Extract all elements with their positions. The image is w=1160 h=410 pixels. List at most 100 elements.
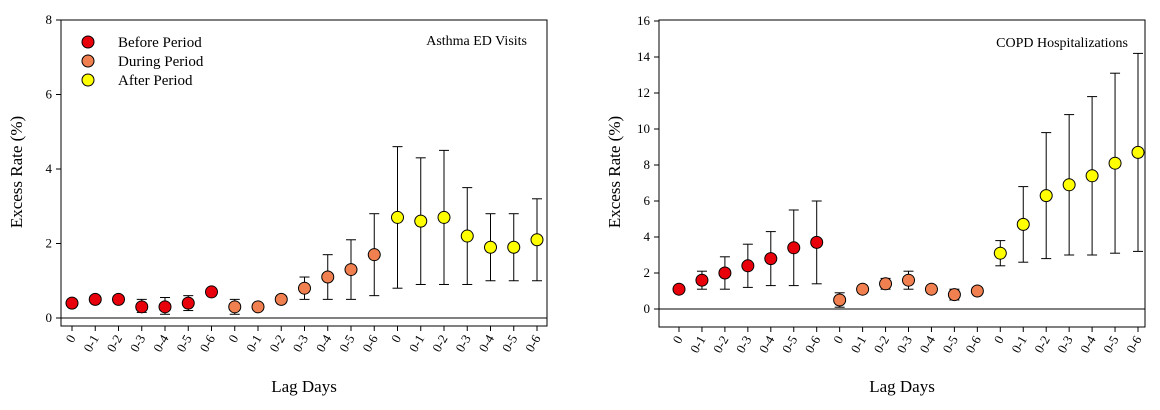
copd-marker: [1016, 217, 1030, 231]
asthma-data-point-3-7: [530, 198, 544, 282]
copd-y-ticks: 0 2 4 6 8 10 12 14 16: [637, 13, 659, 316]
copd-marker: [718, 266, 732, 280]
copd-marker: [672, 282, 686, 296]
asthma-x-tick-label: 0-2: [266, 332, 288, 355]
copd-marker: [924, 282, 938, 296]
copd-x-tick-label: 0-2: [1031, 333, 1053, 356]
copd-x-tick-label: 0-5: [939, 333, 961, 356]
copd-marker: [993, 246, 1007, 260]
copd-data-point-3-4: [1062, 114, 1076, 256]
copd-y-tick-label: 6: [644, 193, 651, 208]
asthma-marker: [530, 233, 544, 247]
asthma-data-point-1-6: [181, 295, 195, 312]
copd-data-point-2-5: [924, 282, 938, 296]
asthma-data-marks: [61, 146, 547, 319]
asthma-marker: [367, 248, 381, 262]
copd-y-tick-label: 8: [644, 157, 651, 172]
asthma-data-point-1-3: [112, 292, 125, 306]
copd-marker: [764, 252, 778, 266]
legend-marker-after: [81, 73, 95, 87]
asthma-marker: [414, 214, 428, 228]
asthma-data-point-2-4: [298, 276, 311, 300]
asthma-y-tick-label: 0: [46, 310, 53, 325]
copd-chart-title: COPD Hospitalizations: [996, 36, 1128, 51]
asthma-marker: [135, 300, 149, 314]
asthma-x-tick-label: 0: [62, 332, 78, 345]
copd-marker: [833, 293, 847, 307]
copd-x-tick-label: 0-4: [756, 333, 778, 356]
asthma-x-tick-label: 0-5: [499, 332, 521, 355]
copd-marker: [902, 273, 915, 287]
copd-x-ticks: 0 0-1 0-2 0-3 0-4 0-5 0-6 0 0-1 0-2 0-3 0-4 0-5 0-6 0 0…: [669, 327, 1145, 356]
asthma-x-tick-label: 0-1: [243, 332, 265, 355]
copd-marker: [741, 259, 755, 273]
asthma-data-point-3-6: [507, 213, 521, 282]
asthma-data-point-1-4: [135, 298, 149, 314]
copd-data-point-1-3: [718, 256, 732, 290]
asthma-x-tick-label: 0-6: [522, 332, 544, 355]
asthma-data-point-3-2: [414, 157, 428, 285]
asthma-chart-panel: Asthma ED Visits Lag Days Excess Rate (%…: [7, 12, 548, 396]
copd-y-tick-label: 2: [644, 265, 651, 280]
asthma-y-tick-label: 6: [46, 87, 53, 102]
asthma-x-tick-label: 0: [225, 332, 241, 345]
asthma-y-tick-label: 8: [46, 12, 53, 27]
copd-data-point-1-1: [672, 282, 686, 296]
copd-x-tick-label: 0-3: [893, 333, 915, 356]
copd-x-tick-label: 0-3: [733, 333, 755, 356]
legend-label-before: Before Period: [118, 35, 202, 51]
copd-data-point-3-7: [1131, 52, 1145, 252]
asthma-x-tick-label: 0-4: [475, 332, 497, 355]
asthma-x-tick-label: 0-1: [80, 332, 102, 355]
copd-data-point-1-7: [810, 200, 824, 285]
asthma-x-tick-label: 0-2: [429, 332, 451, 355]
asthma-x-axis-title: Lag Days: [271, 377, 337, 396]
asthma-x-tick-label: 0-4: [313, 332, 335, 355]
copd-x-tick-label: 0-6: [802, 333, 824, 356]
asthma-marker: [158, 300, 172, 314]
asthma-x-tick-label: 0-6: [359, 332, 381, 355]
copd-data-point-3-1: [993, 240, 1007, 267]
asthma-x-tick-label: 0-3: [452, 332, 474, 355]
copd-x-tick-label: 0-2: [710, 333, 732, 356]
legend-item-after: After Period: [81, 73, 193, 89]
asthma-marker: [65, 296, 79, 310]
copd-data-point-3-6: [1108, 72, 1122, 254]
asthma-data-point-3-1: [391, 146, 404, 289]
asthma-y-tick-label: 2: [46, 236, 53, 251]
asthma-data-point-2-2: [251, 300, 265, 314]
asthma-data-point-1-7: [205, 285, 218, 299]
copd-marker: [970, 284, 984, 298]
copd-y-tick-label: 12: [637, 85, 650, 100]
copd-x-tick-label: 0-5: [1100, 333, 1122, 356]
copd-data-point-1-4: [741, 243, 755, 288]
copd-marker: [695, 273, 709, 287]
copd-x-tick-label: 0: [991, 333, 1007, 346]
asthma-data-point-3-3: [437, 149, 451, 285]
asthma-data-point-2-3: [274, 292, 288, 306]
asthma-data-point-1-1: [65, 296, 79, 310]
asthma-x-tick-label: 0-3: [289, 332, 311, 355]
copd-x-tick-label: 0-6: [962, 333, 984, 356]
copd-marker: [1085, 169, 1099, 183]
asthma-x-tick-label: 0-5: [173, 332, 195, 355]
asthma-marker: [484, 240, 497, 254]
copd-y-tick-label: 0: [644, 301, 651, 316]
copd-x-tick-label: 0-2: [870, 333, 892, 356]
copd-x-tick-label: 0-1: [1008, 333, 1030, 356]
legend-label-during: During Period: [118, 54, 204, 70]
copd-x-tick-label: 0-1: [848, 333, 870, 356]
copd-y-tick-label: 10: [637, 121, 650, 136]
copd-marker: [947, 288, 961, 302]
copd-marker: [810, 235, 824, 249]
copd-y-tick-label: 14: [637, 49, 651, 64]
legend-marker-before: [81, 35, 95, 49]
copd-x-axis-title: Lag Days: [869, 377, 935, 396]
asthma-data-point-2-5: [321, 254, 335, 300]
copd-marker: [1131, 145, 1145, 159]
asthma-y-axis-title: Excess Rate (%): [7, 116, 26, 228]
copd-x-tick-label: 0-4: [1077, 333, 1099, 356]
asthma-data-point-2-1: [228, 298, 242, 315]
copd-y-tick-label: 16: [637, 13, 651, 28]
copd-data-point-3-3: [1039, 132, 1053, 260]
